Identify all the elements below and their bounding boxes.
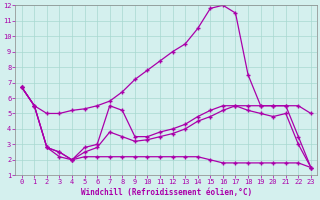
X-axis label: Windchill (Refroidissement éolien,°C): Windchill (Refroidissement éolien,°C) bbox=[81, 188, 252, 197]
